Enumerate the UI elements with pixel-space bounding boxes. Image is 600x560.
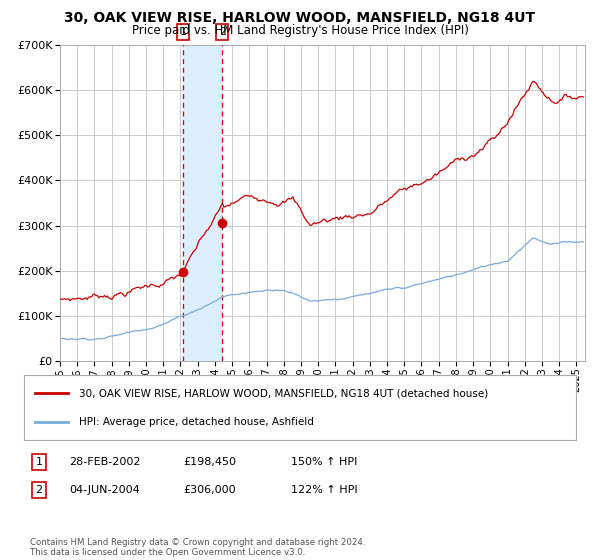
Text: 04-JUN-2004: 04-JUN-2004 <box>69 485 140 495</box>
Text: £198,450: £198,450 <box>183 457 236 467</box>
Text: 1: 1 <box>180 27 187 37</box>
Text: £306,000: £306,000 <box>183 485 236 495</box>
Text: Price paid vs. HM Land Registry's House Price Index (HPI): Price paid vs. HM Land Registry's House … <box>131 24 469 37</box>
Text: 28-FEB-2002: 28-FEB-2002 <box>69 457 140 467</box>
Text: 2: 2 <box>35 485 43 495</box>
Bar <box>183 45 222 361</box>
Text: 30, OAK VIEW RISE, HARLOW WOOD, MANSFIELD, NG18 4UT: 30, OAK VIEW RISE, HARLOW WOOD, MANSFIEL… <box>64 11 536 25</box>
Text: Contains HM Land Registry data © Crown copyright and database right 2024.
This d: Contains HM Land Registry data © Crown c… <box>30 538 365 557</box>
Text: 2: 2 <box>219 27 226 37</box>
Text: HPI: Average price, detached house, Ashfield: HPI: Average price, detached house, Ashf… <box>79 417 314 427</box>
Text: 122% ↑ HPI: 122% ↑ HPI <box>291 485 358 495</box>
Text: 30, OAK VIEW RISE, HARLOW WOOD, MANSFIELD, NG18 4UT (detached house): 30, OAK VIEW RISE, HARLOW WOOD, MANSFIEL… <box>79 388 488 398</box>
Text: 1: 1 <box>35 457 43 467</box>
Text: 150% ↑ HPI: 150% ↑ HPI <box>291 457 358 467</box>
